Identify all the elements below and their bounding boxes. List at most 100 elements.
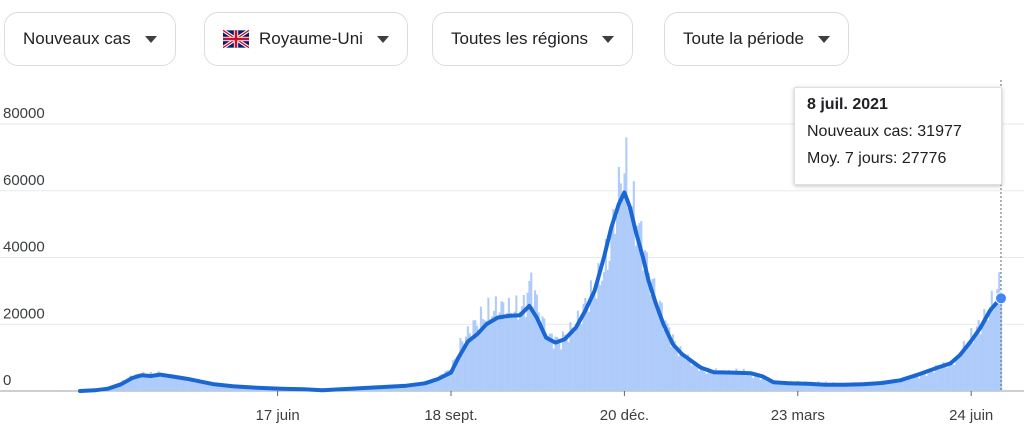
daily-case-bar xyxy=(161,374,164,391)
daily-case-bar xyxy=(873,381,876,391)
daily-case-bar xyxy=(595,298,598,391)
daily-case-bar xyxy=(157,371,160,391)
daily-case-bar xyxy=(539,326,542,391)
daily-case-bar xyxy=(567,342,570,391)
daily-case-bar xyxy=(476,325,479,391)
daily-case-bar xyxy=(789,380,792,391)
x-tick-label: 17 juin xyxy=(256,407,300,424)
daily-case-bar xyxy=(528,281,531,391)
daily-case-bar xyxy=(168,375,171,391)
daily-case-bar xyxy=(791,381,794,391)
daily-case-bar xyxy=(446,370,449,391)
daily-case-bar xyxy=(416,383,419,391)
x-tick-label: 23 mars xyxy=(771,407,825,424)
tooltip-new-cases: Nouveaux cas: 31977 xyxy=(807,123,962,140)
daily-case-bar xyxy=(599,285,602,391)
daily-case-bar xyxy=(146,376,149,391)
daily-case-bar xyxy=(444,371,447,391)
daily-case-bar xyxy=(701,368,704,391)
daily-case-bar xyxy=(880,380,883,391)
daily-case-bar xyxy=(804,381,807,391)
metric-dropdown-label: Nouveaux cas xyxy=(23,29,131,48)
daily-case-bar xyxy=(403,385,406,391)
daily-case-bar xyxy=(138,375,141,391)
uk-flag-icon xyxy=(223,29,249,49)
daily-case-bar xyxy=(740,372,743,391)
daily-case-bar xyxy=(634,245,637,391)
daily-case-bar xyxy=(621,194,624,391)
daily-case-bar xyxy=(744,375,747,391)
daily-case-bar xyxy=(988,307,991,391)
daily-case-bar xyxy=(890,383,893,391)
y-tick-label: 20000 xyxy=(3,305,45,322)
period-dropdown[interactable]: Toute la période xyxy=(664,12,849,66)
daily-case-bar xyxy=(498,312,501,391)
daily-case-bar xyxy=(172,376,175,391)
daily-case-bar xyxy=(574,326,578,391)
period-dropdown-label: Toute la période xyxy=(683,29,804,48)
daily-case-bar xyxy=(166,377,169,391)
daily-case-bar xyxy=(891,380,894,391)
country-dropdown[interactable]: Royaume-Uni xyxy=(204,12,408,66)
country-dropdown-label: Royaume-Uni xyxy=(259,29,363,48)
daily-case-bar xyxy=(504,318,507,391)
daily-case-bar xyxy=(649,295,652,391)
daily-case-bar xyxy=(198,380,201,391)
daily-case-bar xyxy=(241,387,244,391)
daily-case-bar xyxy=(959,357,962,391)
metric-dropdown[interactable]: Nouveaux cas xyxy=(4,12,176,66)
daily-case-bar xyxy=(994,301,997,391)
daily-case-bar xyxy=(448,369,451,391)
daily-case-bar xyxy=(524,317,527,391)
hover-point[interactable] xyxy=(995,292,1007,305)
daily-case-bar xyxy=(742,368,745,391)
daily-case-bar xyxy=(396,385,399,391)
daily-case-bar xyxy=(860,382,863,391)
region-dropdown[interactable]: Toutes les régions xyxy=(432,12,634,66)
daily-case-bar xyxy=(520,306,523,391)
daily-case-bar xyxy=(179,379,182,391)
daily-case-bar xyxy=(422,384,425,391)
daily-case-bar xyxy=(478,330,481,391)
daily-case-bar xyxy=(129,375,132,391)
daily-case-bar xyxy=(767,381,770,391)
daily-case-bar xyxy=(750,372,753,391)
daily-case-bar xyxy=(684,360,688,391)
daily-case-bar xyxy=(768,380,771,391)
daily-case-bar xyxy=(985,313,988,391)
daily-case-bar xyxy=(973,334,977,391)
daily-case-bar xyxy=(412,383,415,391)
daily-case-bar xyxy=(726,374,729,391)
daily-case-bar xyxy=(778,381,781,391)
daily-case-bar xyxy=(511,317,514,391)
daily-case-bar xyxy=(533,290,537,391)
daily-case-bar xyxy=(640,220,643,391)
daily-case-bar xyxy=(423,381,427,391)
daily-case-bar xyxy=(394,386,397,391)
daily-case-bar xyxy=(783,381,786,391)
cases-chart[interactable]: 0 20000 40000 60000 80000 17 juin 18 sept. 20 … xyxy=(0,80,1024,439)
daily-case-bar xyxy=(153,375,156,391)
daily-case-bar xyxy=(410,384,413,391)
daily-case-bar xyxy=(545,337,548,391)
daily-case-bar xyxy=(254,388,257,391)
daily-case-bar xyxy=(116,384,119,391)
daily-case-bar xyxy=(671,334,675,391)
daily-case-bar xyxy=(563,334,566,391)
daily-case-bar xyxy=(796,380,799,391)
daily-case-bar xyxy=(809,381,812,391)
daily-case-bar xyxy=(418,382,421,391)
daily-case-bar xyxy=(222,387,225,391)
daily-case-bar xyxy=(718,373,721,391)
daily-case-bar xyxy=(582,303,585,391)
daily-case-bar xyxy=(207,384,210,391)
daily-case-bar xyxy=(632,181,635,391)
daily-case-bar xyxy=(780,384,783,391)
daily-case-bar xyxy=(614,233,617,391)
daily-case-bar xyxy=(142,371,145,391)
daily-case-bar xyxy=(712,373,716,391)
daily-case-bar xyxy=(990,290,993,391)
daily-case-bar xyxy=(724,374,727,391)
daily-case-bar xyxy=(921,373,924,391)
daily-case-bar xyxy=(765,380,768,391)
